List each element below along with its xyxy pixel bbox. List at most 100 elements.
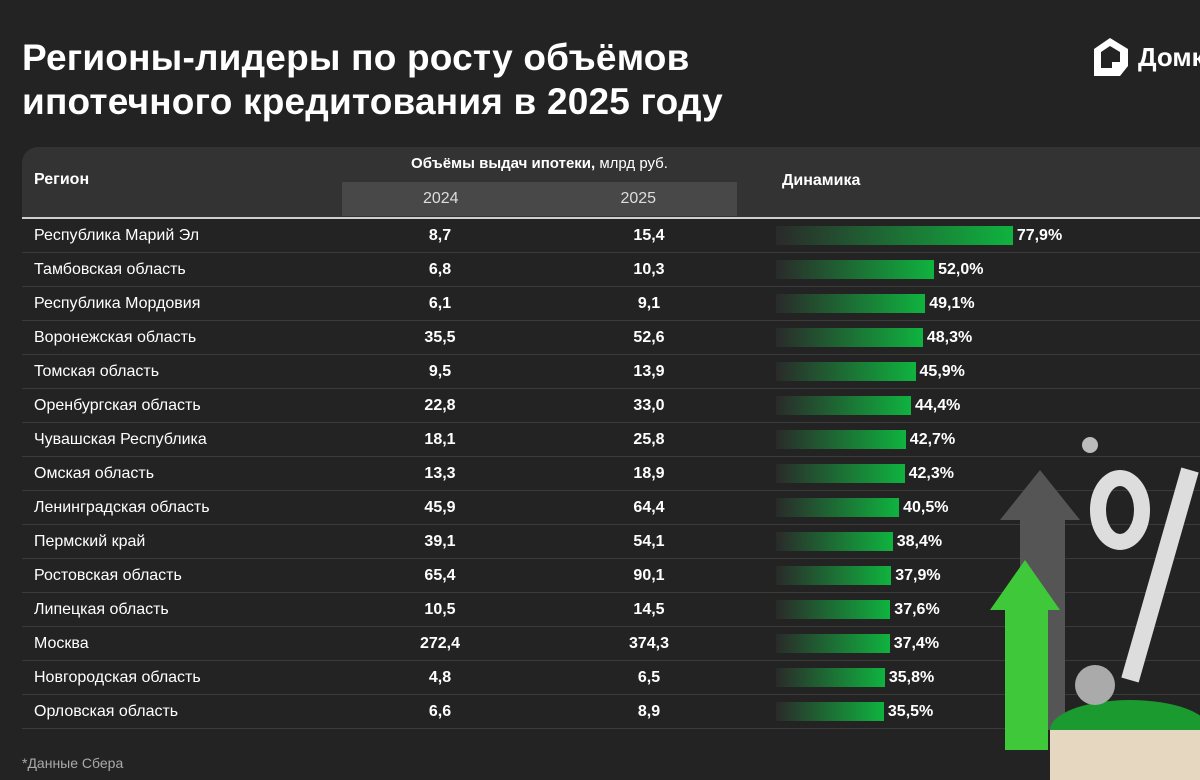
growth-value: 42,3% (908, 465, 954, 482)
volume-2024: 10,5 (424, 601, 456, 618)
table-row: Орловская область 6,6 8,9 35,5% (22, 695, 1200, 729)
table-row: Москва 272,4 374,3 37,4% (22, 627, 1200, 661)
table-row: Омская область 13,3 18,9 42,3% (22, 457, 1200, 491)
volume-2025: 6,5 (637, 669, 661, 686)
growth-value: 40,5% (903, 499, 949, 516)
region-name: Ленинградская область (34, 499, 210, 516)
growth-value: 42,7% (909, 431, 956, 448)
volume-2025: 54,1 (633, 533, 665, 550)
volume-2025: 52,6 (633, 329, 665, 346)
volume-2024: 8,7 (428, 227, 452, 244)
footnote: *Данные Сбера (22, 755, 124, 771)
growth-value: 35,5% (887, 703, 934, 720)
volume-2025: 33,0 (633, 397, 665, 414)
region-name: Ростовская область (34, 567, 182, 584)
growth-value: 44,4% (914, 397, 961, 414)
table-row: Ростовская область 65,4 90,1 37,9% (22, 559, 1200, 593)
volume-2025: 9,1 (637, 295, 661, 312)
volume-2024: 39,1 (424, 533, 456, 550)
header-volume: Объёмы выдач ипотеки, млрд руб. (342, 155, 737, 172)
header-region: Регион (34, 171, 90, 188)
volume-2024: 45,9 (424, 499, 456, 516)
volume-2025: 13,9 (633, 363, 665, 380)
table-row: Воронежская область 35,5 52,6 48,3% (22, 321, 1200, 355)
volume-2024: 22,8 (424, 397, 456, 414)
growth-bar (776, 600, 891, 619)
table-row: Томская область 9,5 13,9 45,9% (22, 355, 1200, 389)
growth-bar (776, 702, 884, 721)
growth-bar (776, 532, 893, 551)
table-header: Регион Объёмы выдач ипотеки, млрд руб. 2… (22, 147, 1200, 219)
region-name: Орловская область (34, 703, 179, 720)
volume-2025: 18,9 (633, 465, 665, 482)
growth-bar (776, 260, 935, 279)
region-name: Томская область (34, 363, 160, 380)
growth-bar (776, 464, 905, 483)
header-volume-unit: млрд руб. (595, 155, 668, 172)
percent-sign-shape (1090, 467, 1199, 683)
header-2024: 2024 (422, 190, 459, 207)
regions-table: Регион Объёмы выдач ипотеки, млрд руб. 2… (22, 147, 1200, 729)
growth-bar (776, 498, 900, 517)
table-row: Республика Марий Эл 8,7 15,4 77,9% (22, 219, 1200, 253)
region-name: Новгородская область (34, 669, 201, 686)
volume-2024: 9,5 (428, 363, 452, 380)
volume-2024: 272,4 (419, 635, 461, 652)
growth-value: 52,0% (938, 261, 984, 278)
volume-2025: 10,3 (633, 261, 665, 278)
region-name: Москва (34, 635, 89, 652)
growth-value: 49,1% (929, 295, 975, 312)
volume-2024: 6,1 (428, 295, 452, 312)
table-row: Новгородская область 4,8 6,5 35,8% (22, 661, 1200, 695)
region-name: Республика Марий Эл (34, 227, 200, 244)
region-name: Пермский край (34, 533, 146, 550)
region-name: Омская область (34, 465, 155, 482)
header-2025: 2025 (620, 190, 657, 207)
growth-bar (776, 396, 911, 415)
volume-2024: 35,5 (424, 329, 456, 346)
table-row: Оренбургская область 22,8 33,0 44,4% (22, 389, 1200, 423)
growth-bar (776, 668, 885, 687)
header-volume-label: Объёмы выдач ипотеки, (411, 155, 596, 172)
growth-bar (776, 634, 890, 653)
growth-value: 77,9% (1016, 227, 1063, 244)
volume-2025: 25,8 (633, 431, 665, 448)
volume-2025: 15,4 (633, 227, 665, 244)
year-headers: 2024 2025 (342, 182, 737, 216)
region-name: Тамбовская область (34, 261, 186, 278)
table-row: Ленинградская область 45,9 64,4 40,5% (22, 491, 1200, 525)
growth-value: 38,4% (896, 533, 943, 550)
page-title: Регионы-лидеры по росту объёмов ипотечно… (22, 37, 723, 122)
table-row: Чувашская Республика 18,1 25,8 42,7% (22, 423, 1200, 457)
volume-2025: 8,9 (637, 703, 661, 720)
growth-bar (776, 226, 1013, 245)
growth-value: 37,6% (894, 601, 940, 618)
table-row: Пермский край 39,1 54,1 38,4% (22, 525, 1200, 559)
table-row: Республика Мордовия 6,1 9,1 49,1% (22, 287, 1200, 321)
table-row: Тамбовская область 6,8 10,3 52,0% (22, 253, 1200, 287)
volume-2024: 6,6 (428, 703, 452, 720)
growth-bar (776, 328, 923, 347)
growth-value: 35,8% (888, 669, 935, 686)
volume-2025: 14,5 (633, 601, 665, 618)
growth-value: 45,9% (919, 363, 965, 380)
logo-text: Домклик (1138, 41, 1200, 72)
growth-bar (776, 362, 916, 381)
growth-value: 48,3% (926, 329, 973, 346)
growth-bar (776, 430, 906, 449)
region-name: Чувашская Республика (34, 431, 207, 448)
volume-2024: 18,1 (424, 431, 456, 448)
volume-2025: 64,4 (633, 499, 665, 516)
header-dynamics: Динамика (782, 172, 861, 189)
volume-2025: 374,3 (628, 635, 670, 652)
volume-2024: 65,4 (424, 567, 456, 584)
region-name: Липецкая область (34, 601, 169, 618)
volume-2025: 90,1 (633, 567, 665, 584)
growth-bar (776, 294, 926, 313)
region-name: Республика Мордовия (34, 295, 201, 312)
volume-2024: 13,3 (424, 465, 456, 482)
region-name: Оренбургская область (34, 397, 201, 414)
volume-2024: 4,8 (428, 669, 452, 686)
logo: Домклик (1090, 36, 1200, 78)
volume-2024: 6,8 (428, 261, 452, 278)
